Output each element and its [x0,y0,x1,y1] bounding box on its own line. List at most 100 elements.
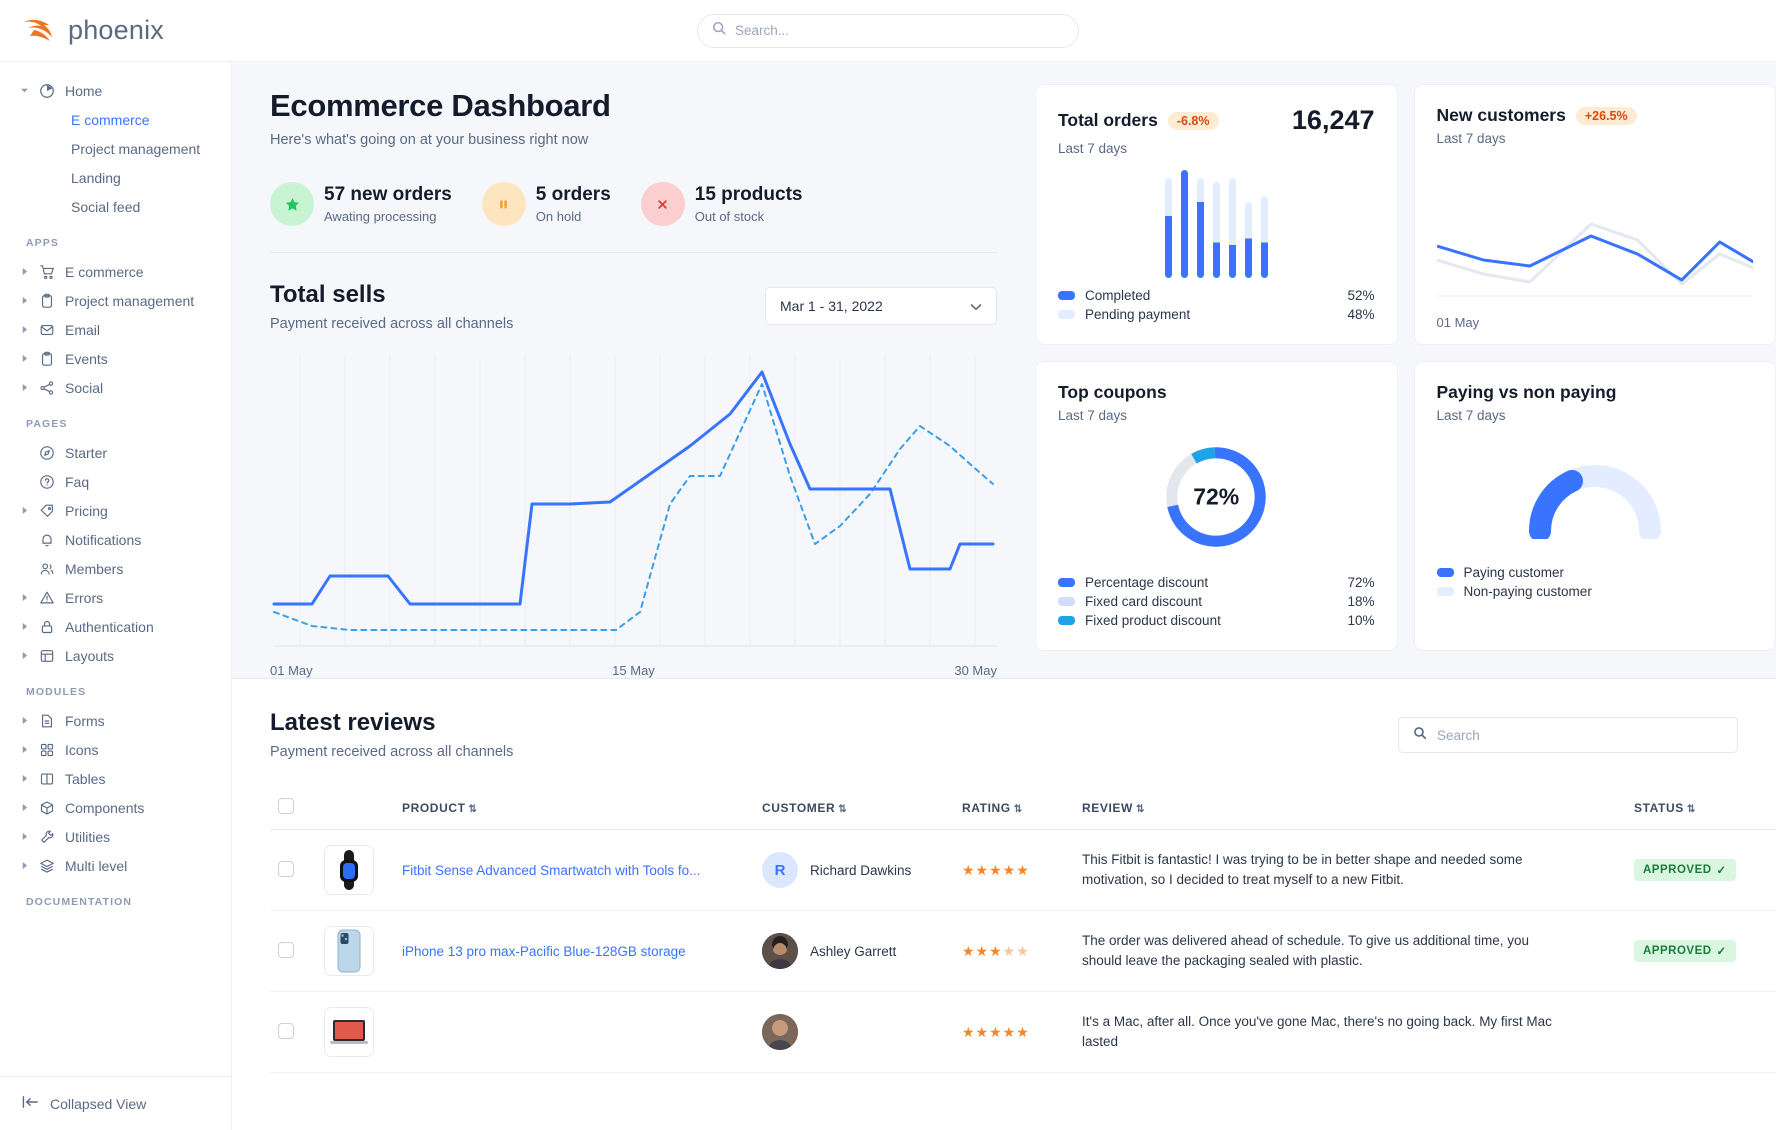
sidebar-item-events[interactable]: Events [0,344,231,373]
reviews-search-input[interactable] [1437,727,1723,743]
search-icon [712,21,726,40]
search-input[interactable] [735,23,1064,38]
sidebar-item-home-label: Home [65,82,103,99]
select-all-checkbox[interactable] [278,798,294,814]
sidebar-subitem-landing[interactable]: Landing [0,163,231,192]
sidebar-item-email[interactable]: Email [0,315,231,344]
pause-icon [481,182,526,226]
stat-out-of-stock[interactable]: 15 products Out of stock [640,182,802,226]
sidebar-item-utilities[interactable]: Utilities [0,822,231,851]
status-badge: APPROVED ✓ [1634,940,1736,962]
caret-right-icon [20,593,29,602]
legend-swatch [1058,578,1075,587]
cell-select [270,910,316,992]
clipboard-icon [38,293,56,309]
sidebar-item-label: Utilities [65,828,111,845]
sidebar-collapse-toggle[interactable]: Collapsed View [0,1076,231,1130]
status-badge: +26.5% [1575,106,1637,125]
th-review[interactable]: REVIEW ⇅ [1074,786,1626,830]
dashboard-top-section: Ecommerce Dashboard Here's what's going … [232,62,1776,678]
sidebar-item-notifications[interactable]: Notifications [0,525,231,554]
sidebar-item-label: Components [65,799,145,816]
legend-item: Percentage discount 72% [1058,573,1375,592]
sidebar-item-errors[interactable]: Errors [0,583,231,612]
table-row[interactable]: ★★★★★ It's a Mac, after all. Once you've… [270,991,1776,1073]
sidebar-item-home[interactable]: Home [0,76,231,105]
total-sells-chart[interactable] [270,354,997,654]
table-row[interactable]: iPhone 13 pro max-Pacific Blue-128GB sto… [270,910,1776,992]
sidebar-item-components[interactable]: Components [0,793,231,822]
product-link[interactable]: iPhone 13 pro max-Pacific Blue-128GB sto… [402,943,686,959]
rating-stars: ★★★★★ [962,942,1030,959]
star-icon [270,182,314,226]
stat-summary-row: 57 new orders Awating processing 5 order… [270,182,997,253]
sidebar-subitem-project-management[interactable]: Project management [0,134,231,163]
paying-gauge-chart [1437,453,1754,539]
stat-caption: Awating processing [324,209,437,224]
sidebar-item-pricing[interactable]: Pricing [0,496,231,525]
sidebar-item-members[interactable]: Members [0,554,231,583]
layers-icon [38,858,56,874]
check-icon: ✓ [1716,946,1727,958]
reviews-search[interactable] [1398,717,1738,753]
reviews-table-body: Fitbit Sense Advanced Smartwatch with To… [270,829,1776,1073]
sidebar-item-layouts[interactable]: Layouts [0,641,231,670]
th-rating[interactable]: RATING ⇅ [954,786,1074,830]
card-top-coupons[interactable]: Top coupons Last 7 days 72% [1035,361,1398,651]
sidebar-item-faq[interactable]: Faq [0,467,231,496]
sidebar-item-forms[interactable]: Forms [0,706,231,735]
date-range-select[interactable]: Mar 1 - 31, 2022 [765,287,997,325]
table-row[interactable]: Fitbit Sense Advanced Smartwatch with To… [270,829,1776,911]
main-content: Ecommerce Dashboard Here's what's going … [232,62,1776,1130]
row-checkbox[interactable] [278,860,294,877]
total-orders-value: 16,247 [1291,105,1375,135]
status-badge: -6.8% [1167,111,1219,130]
sidebar-item-project-management[interactable]: Project management [0,286,231,315]
sidebar-item-e-commerce[interactable]: E commerce [0,257,231,286]
cell-select [270,829,316,911]
chevron-down-icon [970,298,982,314]
stat-on-hold[interactable]: 5 orders On hold [481,182,611,226]
th-status[interactable]: STATUS ⇅ [1626,786,1776,830]
card-total-orders[interactable]: Total orders -6.8% 16,247 Last 7 days [1035,84,1398,345]
customer: R Richard Dawkins [762,852,946,888]
global-search[interactable] [697,13,1079,48]
card-paying-vs-non-paying[interactable]: Paying vs non paying Last 7 days Paying … [1413,361,1776,651]
brand-name: phoenix [68,15,164,45]
lock-icon [38,619,56,635]
sidebar-item-label: Project management [65,292,195,309]
sidebar-scroll-area: Home E commerce Project management Landi… [0,62,231,1076]
legend-value: 52% [1347,288,1375,303]
stat-value: 57 new orders [324,184,452,205]
sidebar-item-icons[interactable]: Icons [0,735,231,764]
compass-icon [38,445,56,461]
total-sells-subtitle: Payment received across all channels [270,316,514,332]
sidebar-group-label-pages: PAGES [26,418,68,430]
legend-item: Completed 52% [1058,286,1375,305]
cell-rating: ★★★★★ [954,829,1074,911]
sidebar-item-multi-level[interactable]: Multi level [0,851,231,880]
th-product[interactable]: PRODUCT ⇅ [394,786,754,830]
sidebar-item-tables[interactable]: Tables [0,764,231,793]
status-badge: APPROVED ✓ [1634,859,1736,881]
sidebar-item-authentication[interactable]: Authentication [0,612,231,641]
date-range-value: Mar 1 - 31, 2022 [780,298,883,314]
sidebar-item-social[interactable]: Social [0,373,231,402]
sidebar-item-starter[interactable]: Starter [0,438,231,467]
product-link[interactable]: Fitbit Sense Advanced Smartwatch with To… [402,862,701,878]
brand-logo-area[interactable]: phoenix [0,15,232,46]
row-checkbox[interactable] [278,1022,294,1039]
sort-icon: ⇅ [838,803,848,815]
th-customer[interactable]: CUSTOMER ⇅ [754,786,954,830]
legend-swatch [1058,291,1075,300]
stat-new-orders[interactable]: 57 new orders Awating processing [270,182,452,226]
card-new-customers[interactable]: New customers +26.5% Last 7 days 01 May [1413,84,1776,345]
sidebar-subitem-ecommerce[interactable]: E commerce [0,105,231,134]
series-current-period [272,370,995,606]
product-thumbnail-fitbit [324,845,374,895]
sidebar-subitem-social-feed[interactable]: Social feed [0,192,231,221]
legend-value: 72% [1347,575,1375,590]
row-checkbox[interactable] [278,941,294,958]
latest-reviews-section: Latest reviews Payment received across a… [232,678,1776,1130]
card-title: Total orders [1058,110,1158,130]
